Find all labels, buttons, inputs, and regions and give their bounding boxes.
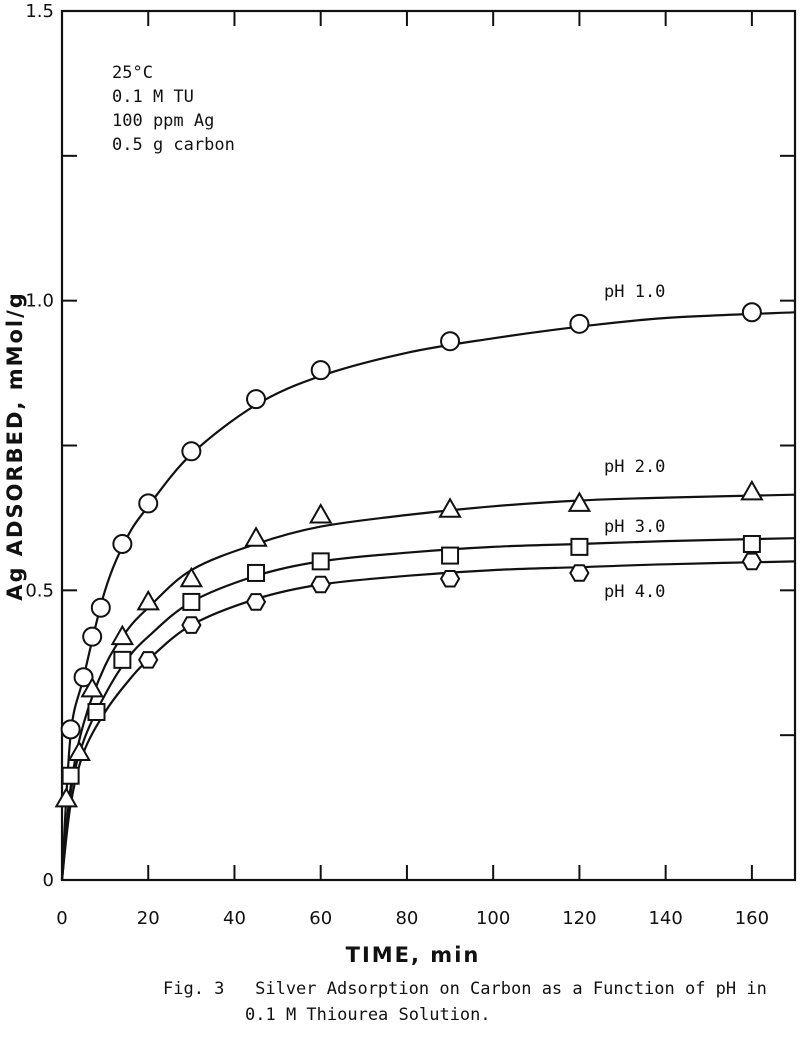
ph-1-0-circle-marker [112, 533, 133, 554]
ph-1-0-circle-marker [73, 667, 94, 688]
ph-3-0-square-marker [570, 537, 589, 556]
condition-annotation: 0.1 M TU [112, 87, 194, 107]
ph-3-0-square-marker [441, 546, 460, 565]
condition-annotation: 25°C [112, 63, 153, 83]
x-tick-label: 160 [735, 908, 769, 929]
condition-annotation: 100 ppm Ag [112, 111, 214, 131]
y-tick-label: 1.5 [25, 1, 54, 22]
ph-2-0-triangle-marker [308, 503, 333, 524]
x-tick-label: 140 [648, 908, 682, 929]
figure-caption-line-2: 0.1 M Thiourea Solution. [245, 1005, 491, 1025]
ph-2-0-triangle-marker [136, 589, 160, 611]
series-line-ph-2-0 [60, 493, 796, 881]
ph-1-0-circle-marker [569, 313, 590, 334]
ph-1-0-circle-marker [440, 331, 461, 352]
markers-group [54, 302, 764, 808]
ph-4-0-hexagon-marker [138, 651, 159, 669]
x-tick-label: 120 [562, 908, 596, 929]
ph-1-0-circle-marker [60, 719, 81, 740]
series-line-ph-4-0 [60, 560, 796, 881]
y-axis-title: Ag ADSORBED, mMol/g [3, 291, 27, 601]
labels-group: 0 20 40 60 80 100 120 140 160 0 0.5 1.0 1.5 25°C 0.1 M… [25, 1, 769, 929]
series-label-ph-2-0: pH 2.0 [604, 457, 665, 477]
ph-2-0-triangle-marker [179, 566, 204, 588]
ph-3-0-square-marker [113, 650, 132, 669]
ph-4-0-hexagon-marker [181, 616, 202, 634]
ph-1-0-circle-marker [246, 389, 267, 410]
x-tick-label: 60 [309, 908, 332, 929]
ph-1-0-circle-marker [90, 597, 111, 618]
ph-1-0-circle-marker [741, 302, 762, 323]
ph-2-0-triangle-marker [567, 491, 592, 512]
ph-1-0-circle-marker [310, 360, 331, 381]
y-tick-label: 0.5 [25, 580, 54, 601]
ph-2-0-triangle-marker [67, 740, 91, 762]
x-tick-label: 20 [137, 908, 160, 929]
ph-4-0-hexagon-marker [245, 593, 267, 611]
ph-4-0-hexagon-marker [439, 570, 461, 588]
ph-1-0-circle-marker [138, 493, 159, 514]
ph-2-0-triangle-marker [740, 479, 764, 501]
series-label-ph-1-0: pH 1.0 [604, 282, 665, 302]
series-line-ph-3-0 [60, 537, 796, 881]
ph-3-0-square-marker [182, 592, 201, 611]
ph-2-0-triangle-marker [54, 786, 79, 808]
ph-3-0-square-marker [742, 534, 761, 553]
ph-2-0-triangle-marker [244, 526, 268, 547]
ph-4-0-hexagon-marker [310, 575, 331, 594]
ph-3-0-square-marker [61, 766, 80, 785]
ph-1-0-circle-marker [82, 626, 103, 647]
y-tick-label: 1.0 [25, 291, 54, 312]
x-tick-label: 40 [223, 908, 246, 929]
ph-3-0-square-marker [247, 563, 266, 582]
ph-4-0-hexagon-marker [741, 552, 763, 571]
condition-annotation: 0.5 g carbon [112, 135, 235, 155]
x-tick-label: 80 [395, 908, 418, 929]
x-axis-title: TIME, min [346, 943, 481, 967]
ph-2-0-triangle-marker [438, 497, 462, 518]
ph-4-0-hexagon-marker [569, 564, 590, 582]
x-tick-label: 0 [56, 908, 67, 929]
x-tick-label: 100 [476, 908, 510, 929]
series-label-ph-3-0: pH 3.0 [604, 517, 665, 537]
ph-3-0-square-marker [311, 552, 330, 571]
figure-caption-line-1: Fig. 3 Silver Adsorption on Carbon as a … [163, 979, 767, 999]
y-tick-label: 0 [43, 870, 54, 891]
ph-2-0-triangle-marker [80, 676, 104, 698]
ph-1-0-circle-marker [181, 441, 202, 462]
curves-group [60, 311, 796, 881]
ph-3-0-square-marker [87, 702, 106, 721]
ph-2-0-triangle-marker [110, 624, 135, 646]
series-label-ph-4-0: pH 4.0 [604, 582, 665, 602]
series-line-ph-1-0 [60, 311, 796, 881]
